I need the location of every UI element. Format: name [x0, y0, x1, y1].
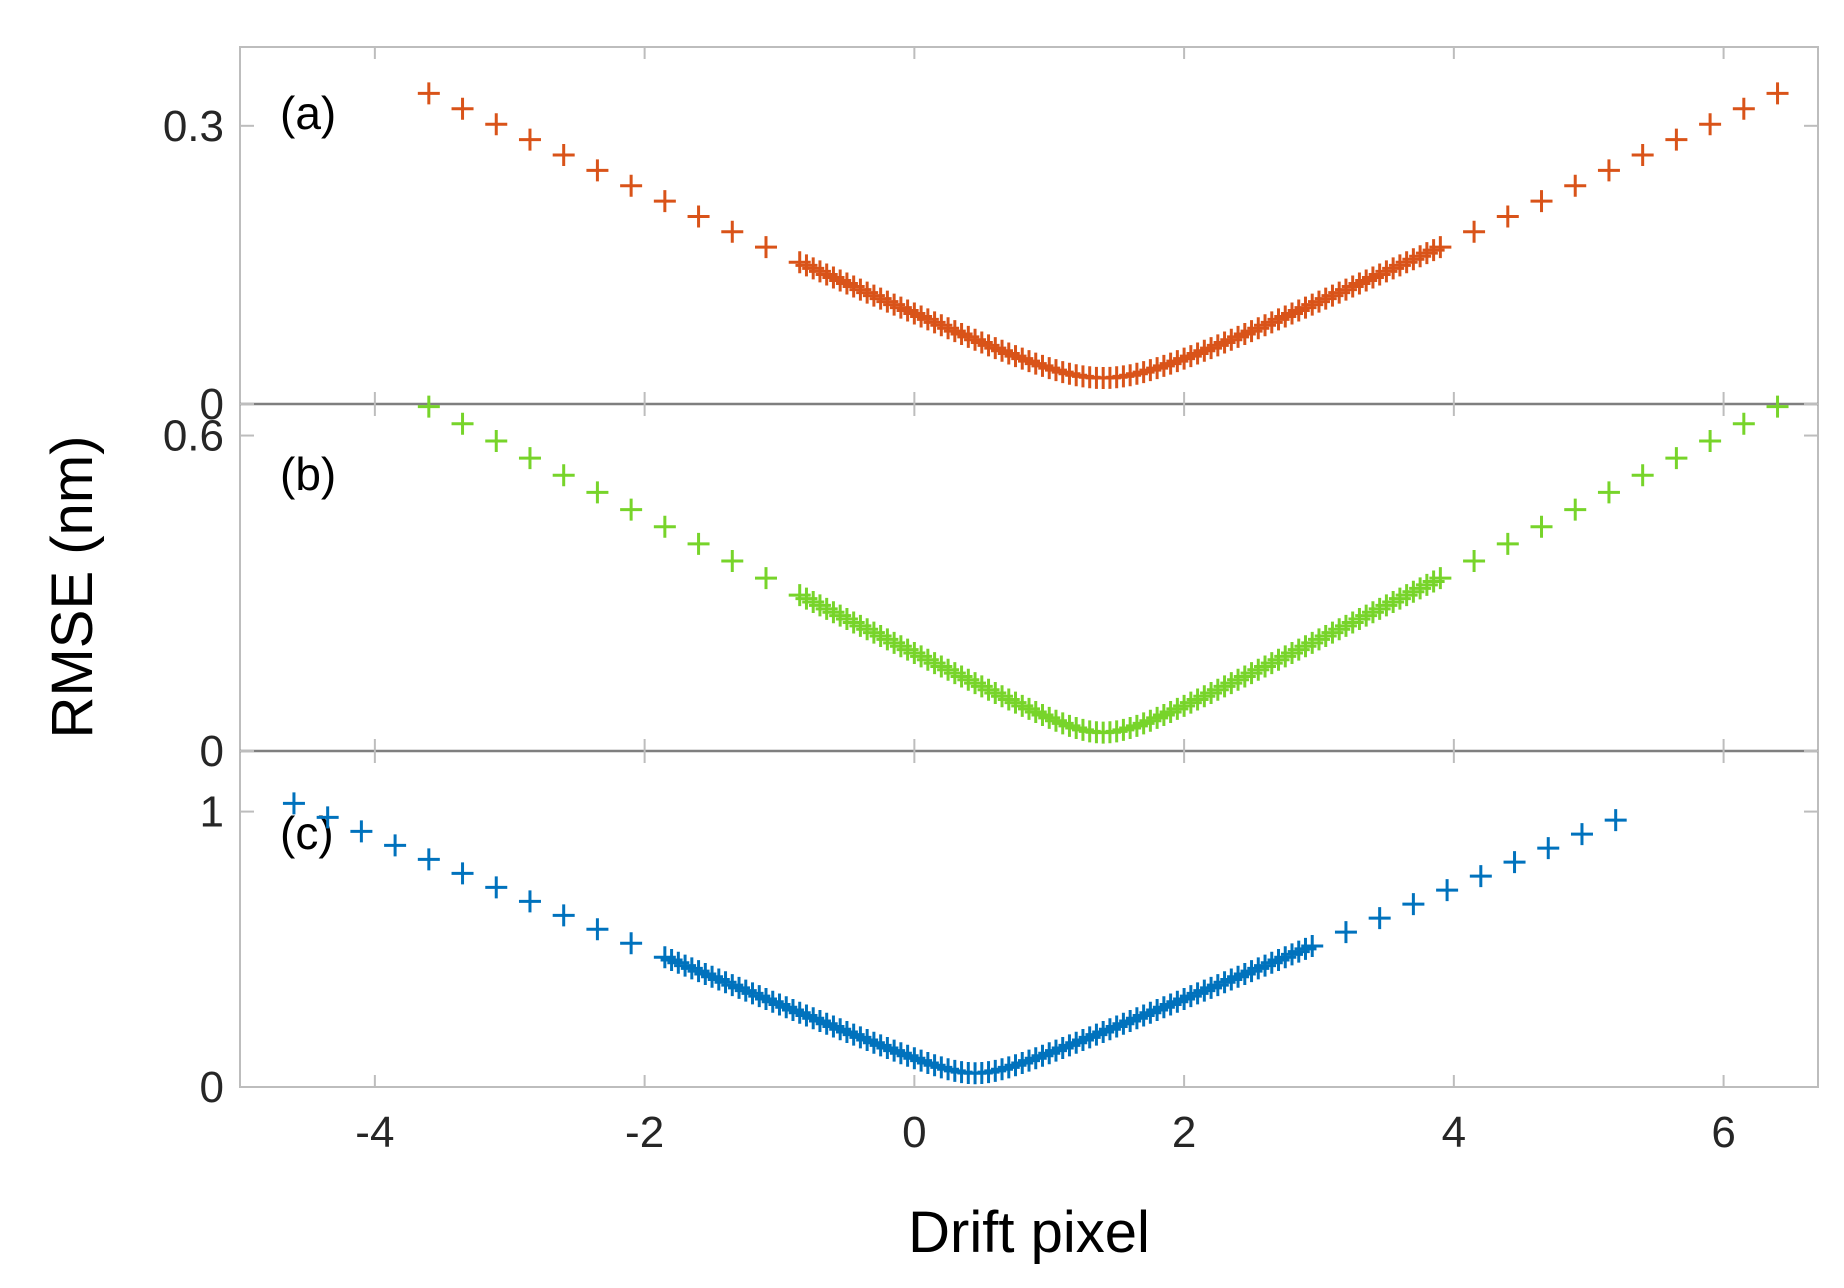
- data-point-marker: [1429, 567, 1452, 590]
- axes-frame: [239, 46, 1819, 1088]
- data-point-marker: [1530, 515, 1553, 538]
- y-tick-label: 0: [200, 727, 224, 776]
- data-point-marker: [518, 128, 541, 151]
- data-point-marker: [1496, 532, 1519, 555]
- panel-a: 0 0.3 (a): [163, 47, 1818, 429]
- data-point-marker: [1564, 174, 1587, 197]
- x-tick-label: 6: [1711, 1108, 1735, 1157]
- y-axis-title: RMSE (nm): [40, 436, 105, 739]
- data-point-marker: [1564, 498, 1587, 521]
- data-point-marker: [316, 806, 339, 829]
- y-tick-label: 0.3: [163, 102, 224, 151]
- data-point-marker: [417, 82, 440, 105]
- data-point-marker: [518, 890, 541, 913]
- data-point-marker: [417, 848, 440, 871]
- data-point-marker: [451, 97, 474, 120]
- y-tick-label: 0: [200, 1063, 224, 1112]
- data-point-marker: [552, 464, 575, 487]
- x-tick-label: -2: [625, 1108, 664, 1157]
- x-axis-title: Drift pixel: [908, 1200, 1150, 1265]
- data-point-marker: [1463, 220, 1486, 243]
- panel-c: 0 1 (c): [200, 751, 1818, 1112]
- x-tick-label: 0: [902, 1108, 926, 1157]
- data-point-marker: [1503, 851, 1526, 874]
- data-point-marker: [687, 532, 710, 555]
- data-point-marker: [485, 429, 508, 452]
- data-point-marker: [1766, 82, 1789, 105]
- data-point-marker: [620, 174, 643, 197]
- data-point-marker: [384, 834, 407, 857]
- data-point-marker: [1597, 481, 1620, 504]
- data-point-marker: [755, 567, 777, 590]
- data-point-marker: [620, 932, 643, 955]
- data-point-marker: [552, 144, 575, 167]
- data-point-marker: [1463, 549, 1486, 572]
- data-point-marker: [586, 481, 609, 504]
- data-point-marker: [1699, 113, 1722, 136]
- data-point-marker: [1604, 809, 1627, 832]
- data-point-marker: [586, 918, 609, 941]
- data-point-marker: [451, 862, 474, 885]
- panel-label: (b): [280, 448, 336, 500]
- data-point-marker: [485, 113, 508, 136]
- data-point-marker: [1429, 236, 1452, 259]
- data-point-marker: [653, 190, 676, 213]
- data-point-marker: [1597, 159, 1620, 182]
- y-tick-label: 0.6: [163, 412, 224, 461]
- panels-group: 00.3 (a)00.6(b)01 (c): [163, 47, 1818, 1112]
- data-point-marker: [1570, 823, 1593, 846]
- data-point-marker: [1368, 907, 1391, 930]
- x-axis: -4 -2 0 2 4 6: [355, 1108, 1736, 1157]
- data-point-marker: [1665, 447, 1688, 470]
- data-point-marker: [417, 395, 440, 418]
- data-point-marker: [1766, 395, 1789, 418]
- panel-label: (c): [280, 807, 334, 859]
- data-point-marker: [1631, 144, 1654, 167]
- data-point-marker: [1496, 205, 1519, 228]
- data-point-marker: [1436, 879, 1459, 902]
- data-point-marker: [620, 498, 643, 521]
- data-point-marker: [1665, 128, 1688, 151]
- data-point-marker: [485, 876, 508, 899]
- data-point-marker: [1631, 464, 1654, 487]
- data-point-marker: [350, 820, 373, 843]
- data-point-marker: [1469, 865, 1492, 888]
- data-point-marker: [1402, 893, 1425, 916]
- data-point-marker: [1699, 429, 1722, 452]
- x-tick-label: 4: [1442, 1108, 1466, 1157]
- data-point-marker: [653, 515, 676, 538]
- x-tick-label: -4: [355, 1108, 394, 1157]
- data-point-marker: [1334, 921, 1357, 944]
- x-tick-label: 2: [1172, 1108, 1196, 1157]
- data-point-marker: [586, 159, 609, 182]
- panel-b: 0 0.6 (b): [163, 395, 1818, 776]
- data-point-marker: [1537, 837, 1560, 860]
- panel-label: (a): [280, 87, 336, 139]
- data-point-marker: [451, 412, 474, 435]
- data-point-marker: [1732, 412, 1755, 435]
- data-point-marker: [1301, 935, 1324, 958]
- data-point-marker: [552, 904, 575, 927]
- series-markers: [417, 395, 1789, 744]
- y-tick-label: 1: [200, 788, 224, 837]
- data-point-marker: [687, 205, 710, 228]
- y-tick-label: 0: [200, 380, 224, 429]
- series-markers: [417, 82, 1789, 390]
- data-point-marker: [1530, 190, 1553, 213]
- data-point-marker: [755, 236, 777, 259]
- data-point-marker: [1732, 97, 1755, 120]
- data-point-marker: [518, 447, 541, 470]
- data-point-marker: [282, 792, 305, 815]
- data-point-marker: [721, 549, 744, 572]
- data-point-marker: [721, 220, 744, 243]
- series-markers: [282, 792, 1627, 1085]
